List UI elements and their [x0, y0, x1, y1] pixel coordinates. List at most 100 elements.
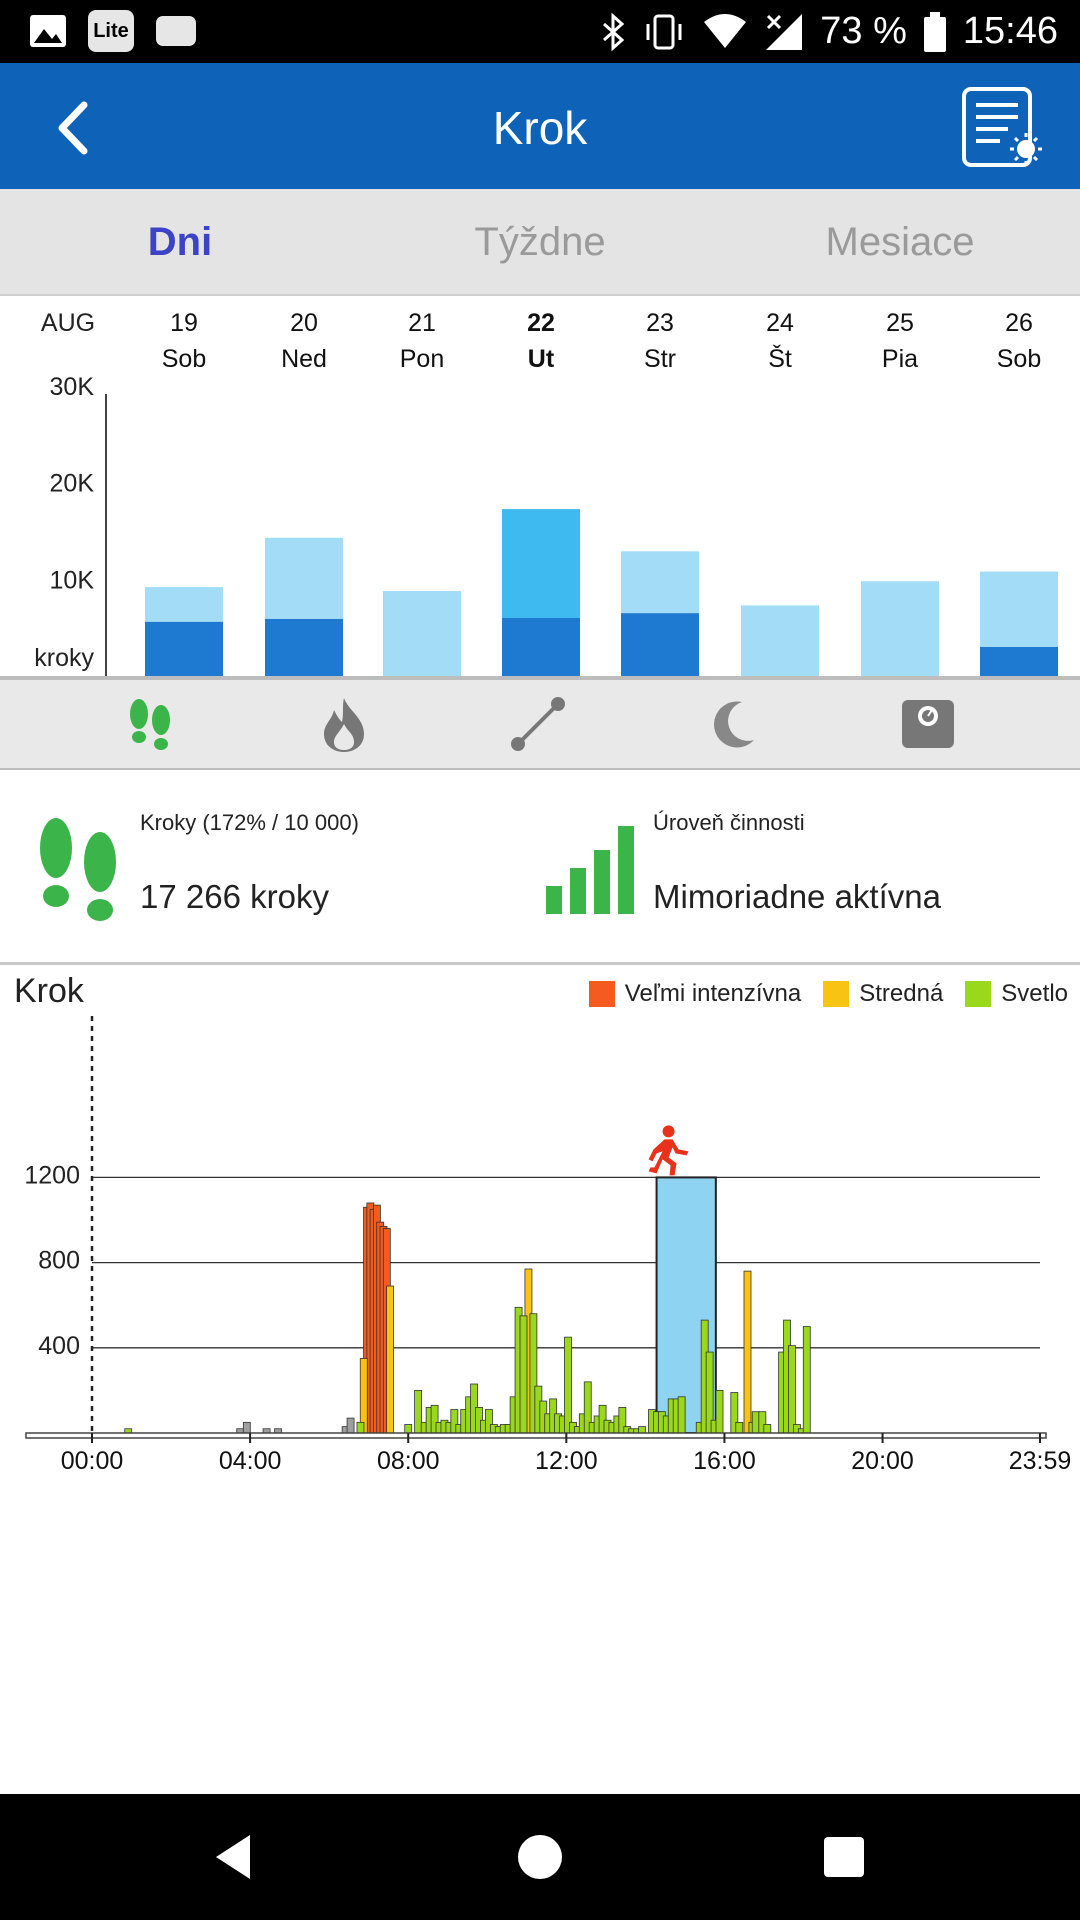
distance-icon	[511, 697, 565, 751]
metric-tab-weight[interactable]	[898, 694, 958, 754]
report-button[interactable]	[960, 85, 1044, 169]
activity-bar	[735, 1421, 744, 1434]
bar-segment-light	[265, 537, 343, 619]
day-date: 25	[886, 309, 914, 337]
metric-tabs	[0, 678, 1080, 770]
y-tick-label: 30K	[50, 373, 95, 401]
bar-segment-dark	[265, 618, 343, 676]
nav-back-button[interactable]	[206, 1827, 266, 1887]
y-tick-label: 10K	[50, 566, 95, 594]
lite-icon: Lite	[88, 10, 134, 52]
legend-label: Veľmi intenzívna	[624, 980, 802, 1007]
metric-tab-calories[interactable]	[314, 694, 374, 754]
steps-value: 17 266 kroky	[140, 878, 329, 915]
x-tick-label: 04:00	[219, 1447, 282, 1475]
steps-summary: Kroky (172% / 10 000) 17 266 kroky Úrove…	[0, 770, 1080, 965]
x-tick-label: 08:00	[377, 1447, 440, 1475]
wifi-icon	[704, 13, 747, 48]
weekly-steps-chart: AUG 19 Sob 20 Ned 21 Pon 22 Ut 23 Str 24 Št 25 Pia 26 So…	[0, 298, 1080, 678]
bar-segment-dark	[980, 647, 1058, 676]
activity-bar	[386, 1285, 395, 1434]
activity-bar	[763, 1424, 772, 1434]
legend-label: Svetlo	[1001, 980, 1068, 1007]
legend-swatch	[965, 981, 992, 1007]
day-date: 19	[170, 309, 198, 337]
day-name: Pon	[400, 345, 444, 373]
vibrate-icon	[646, 14, 682, 49]
activity-bar	[404, 1424, 413, 1434]
battery-icon	[923, 11, 946, 52]
day-name: Ut	[528, 345, 555, 373]
y-tick-label: 400	[38, 1332, 80, 1360]
month-label: AUG	[41, 309, 95, 337]
legend-very-intense: Veľmi intenzívna	[588, 980, 802, 1008]
square-recents-icon	[824, 1837, 864, 1877]
lite-badge-text: Lite	[93, 19, 129, 42]
bar-segment-light	[621, 551, 699, 614]
running-icon	[648, 1125, 689, 1176]
running-icon-body	[648, 1139, 689, 1176]
back-button[interactable]	[40, 93, 110, 163]
legend-swatch	[588, 981, 615, 1007]
day-date: 23	[646, 309, 674, 337]
running-icon-head	[662, 1125, 675, 1138]
report-brightness-icon	[962, 87, 1042, 167]
activity-bar	[638, 1426, 646, 1434]
app-bar: Krok	[0, 63, 1080, 189]
circle-home-icon	[518, 1835, 562, 1879]
metric-tab-steps[interactable]	[120, 694, 180, 754]
bar-segment-dark	[621, 613, 699, 676]
nav-home-button[interactable]	[510, 1827, 570, 1887]
x-axis-line	[25, 1432, 1047, 1439]
bar-segment-light	[980, 571, 1058, 647]
activity-bar	[802, 1326, 811, 1434]
day-date: 22	[527, 309, 555, 337]
status-time: 15:46	[962, 10, 1058, 52]
tab-months[interactable]: Mesiace	[825, 220, 975, 264]
battery-percent: 73 %	[820, 10, 907, 52]
x-tick-label: 20:00	[851, 1447, 914, 1475]
x-tick-label: 16:00	[693, 1447, 756, 1475]
weekly-chart-svg: AUG 19 Sob 20 Ned 21 Pon 22 Ut 23 Str 24 Št 25 Pia 26 So…	[0, 309, 1080, 678]
day-name: Ned	[281, 345, 327, 373]
activity-level-value: Mimoriadne aktívna	[653, 878, 941, 915]
activity-level-icon	[546, 826, 634, 914]
activity-bar	[751, 1411, 760, 1434]
bar-segment-dark	[502, 618, 580, 676]
nav-recents-button[interactable]	[814, 1827, 874, 1887]
y-tick-label: 20K	[50, 470, 95, 498]
activity-bar	[519, 1315, 528, 1434]
flame-icon	[324, 698, 364, 752]
day-date: 20	[290, 309, 318, 337]
triangle-back-icon	[216, 1835, 250, 1879]
day-name: Sob	[997, 345, 1041, 373]
image-icon	[30, 15, 66, 47]
metric-tab-sleep[interactable]	[702, 694, 762, 754]
bluetooth-icon	[603, 12, 625, 51]
activity-bar	[564, 1336, 572, 1434]
status-bar: Lite 73 %	[0, 0, 1080, 63]
legend-swatch	[823, 981, 850, 1007]
tab-weeks[interactable]: Týždne	[474, 220, 606, 264]
daily-chart-svg: 400 800 1200 00:00 04:00 08:00 12:00 16:00 20:00…	[24, 1016, 1071, 1475]
day-name: Št	[768, 344, 792, 373]
day-name: Sob	[162, 345, 206, 373]
legend-light: Svetlo	[965, 980, 1068, 1008]
page-title: Krok	[492, 102, 588, 154]
activity-level-label: Úroveň činnosti	[653, 810, 805, 835]
tab-days[interactable]: Dni	[147, 220, 213, 264]
no-signal-icon	[766, 13, 803, 50]
y-unit-label: kroky	[34, 644, 94, 672]
day-date: 21	[408, 309, 436, 337]
activity-bar	[356, 1421, 365, 1434]
x-tick-label: 00:00	[61, 1447, 124, 1475]
metric-tab-distance[interactable]	[508, 694, 568, 754]
period-tabs: Dni Týždne Mesiace	[0, 189, 1080, 296]
day-date: 26	[1005, 309, 1033, 337]
bar-segment-light	[741, 605, 819, 676]
day-name: Str	[644, 345, 676, 373]
activity-bar	[242, 1421, 251, 1434]
bar-segment-light	[383, 590, 461, 676]
x-tick-label: 12:00	[535, 1447, 598, 1475]
